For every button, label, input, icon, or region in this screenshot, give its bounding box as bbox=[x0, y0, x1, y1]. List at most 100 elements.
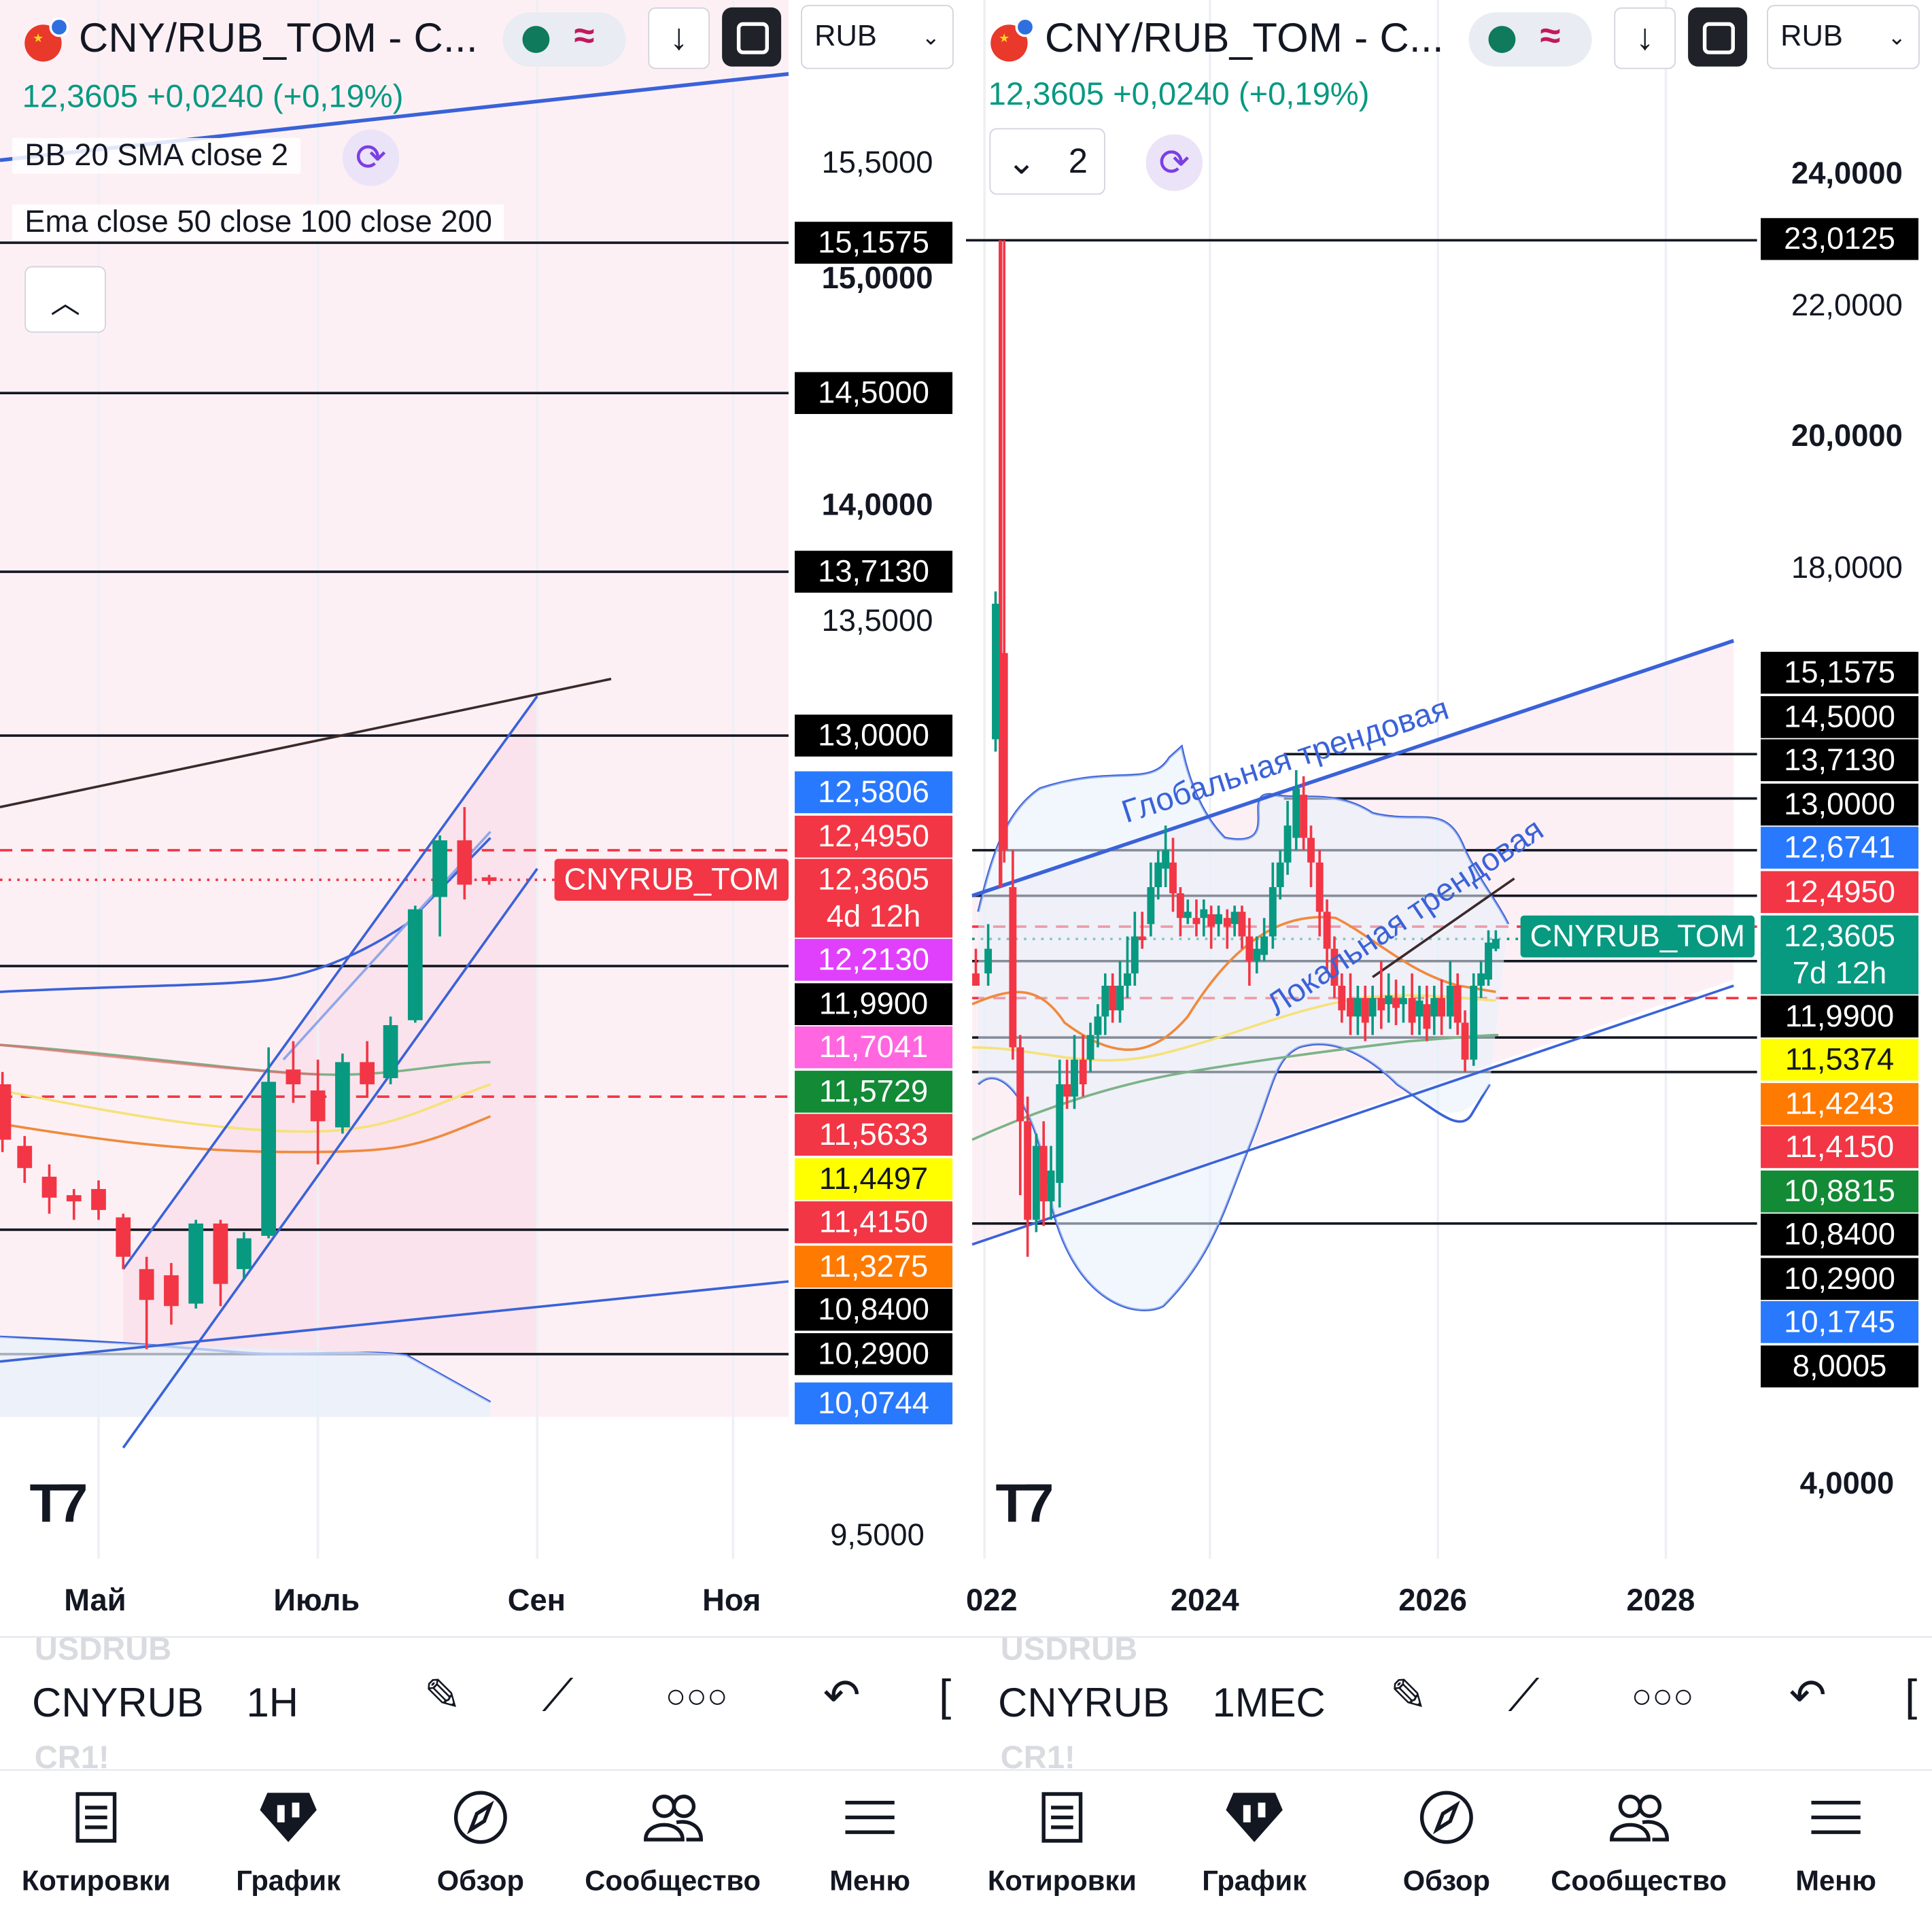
tradingview-logo-icon: T7 bbox=[995, 1473, 1054, 1534]
nav-community[interactable]: Сообщество bbox=[576, 1771, 769, 1898]
symbol-picker[interactable]: CNYRUB bbox=[998, 1679, 1170, 1725]
price-label: 10,1745 bbox=[1761, 1301, 1919, 1343]
prev-symbol-ghost: USDRUB bbox=[1000, 1629, 1138, 1668]
nav-overview[interactable]: Обзор bbox=[385, 1771, 577, 1898]
chevron-up-icon: ︿ bbox=[50, 286, 80, 320]
nav-community[interactable]: Сообщество bbox=[1542, 1771, 1735, 1898]
candle-body bbox=[1184, 912, 1192, 918]
series-tag: CNYRUB_TOM bbox=[554, 859, 789, 901]
market-open-icon bbox=[522, 26, 550, 53]
nav-overview[interactable]: Обзор bbox=[1351, 1771, 1543, 1898]
candle-body bbox=[1283, 825, 1292, 863]
time-axis-tick: 2026 bbox=[1398, 1583, 1468, 1618]
candle-body bbox=[66, 1195, 82, 1202]
timeframe-picker[interactable]: 1H bbox=[246, 1679, 298, 1725]
price-axis-tick: 24,0000 bbox=[1791, 156, 1903, 191]
chart-toolbar: USDRUB CNYRUB CR1! 1МЕС ✎ ⟋ ○○○ ↶ [ bbox=[966, 1630, 1932, 1776]
chevron-down-icon: ⌄ bbox=[1887, 24, 1906, 49]
candle-body bbox=[1138, 936, 1146, 940]
download-arrow-icon[interactable]: ↓ bbox=[1614, 7, 1676, 69]
price-label: 11,5633 bbox=[795, 1114, 953, 1156]
tradingview-logo-icon: T7 bbox=[29, 1473, 88, 1534]
status-pill[interactable]: ≈ bbox=[502, 12, 626, 67]
candle-body bbox=[1024, 1121, 1032, 1220]
refresh-icon[interactable]: ⟳ bbox=[1145, 134, 1203, 191]
price-label: 10,2900 bbox=[795, 1333, 953, 1375]
fullscreen-button[interactable] bbox=[1688, 7, 1748, 67]
series-tag: CNYRUB_TOM bbox=[1520, 915, 1755, 958]
nav-menu[interactable]: Меню bbox=[1740, 1771, 1932, 1898]
price-label: 13,7130 bbox=[1761, 739, 1919, 782]
candle-body bbox=[1147, 887, 1155, 925]
nav-quotes[interactable]: Котировки bbox=[0, 1771, 192, 1898]
symbol-title[interactable]: CNY/RUB_TOM - C... bbox=[1045, 14, 1444, 61]
layout-icon[interactable]: [ bbox=[1905, 1669, 1918, 1721]
candle-body bbox=[1000, 653, 1008, 850]
price-axis-tick: 15,0000 bbox=[821, 261, 933, 296]
candle-body bbox=[0, 1084, 12, 1140]
candle-body bbox=[1039, 1145, 1048, 1202]
delayed-data-icon: ≈ bbox=[574, 16, 595, 57]
chart-panel-hourly: CNY/RUB_TOM - C... ≈ ↓ RUB ⌄ 12,3605 +0,… bbox=[0, 0, 966, 1932]
drawings-icon[interactable]: ⟋ bbox=[542, 1669, 574, 1721]
nav-chart[interactable]: График bbox=[1158, 1771, 1351, 1898]
candle-body bbox=[91, 1189, 106, 1210]
candle-body bbox=[1238, 912, 1246, 937]
more-icon[interactable]: ○○○ bbox=[665, 1676, 728, 1715]
quotes-icon bbox=[0, 1771, 192, 1865]
chart-plot-area[interactable]: Глобальная трендовая Локальная трендовая bbox=[966, 0, 1932, 1589]
price-axis-tick: 15,5000 bbox=[821, 145, 933, 180]
undo-icon[interactable]: ↶ bbox=[823, 1669, 861, 1721]
candle-body bbox=[1047, 1170, 1055, 1202]
price-label: 11,5729 bbox=[795, 1071, 953, 1113]
candle-body bbox=[984, 948, 993, 973]
symbol-picker[interactable]: CNYRUB bbox=[32, 1679, 204, 1725]
currency-select[interactable]: RUB ⌄ bbox=[801, 5, 954, 69]
timeframe-picker[interactable]: 1МЕС bbox=[1212, 1679, 1326, 1725]
candle-body bbox=[1253, 948, 1261, 961]
candle-body bbox=[1169, 862, 1177, 894]
download-arrow-icon[interactable]: ↓ bbox=[648, 7, 710, 69]
candle-body bbox=[972, 973, 980, 986]
price-label: 8,0005 bbox=[1761, 1345, 1919, 1387]
candle-body bbox=[1423, 1004, 1431, 1029]
price-change-pct: (+0,19%) bbox=[272, 77, 404, 115]
fullscreen-button[interactable] bbox=[722, 7, 782, 67]
price-label: 11,4150 bbox=[1761, 1126, 1919, 1169]
price-label: 12,4950 bbox=[795, 815, 953, 858]
currency-select[interactable]: RUB ⌄ bbox=[1767, 5, 1920, 69]
nav-quotes[interactable]: Котировки bbox=[966, 1771, 1158, 1898]
price-label: 12,6741 bbox=[1761, 827, 1919, 869]
bb-indicator-legend[interactable]: BB 20 SMA close 2 bbox=[12, 138, 301, 174]
candle-body bbox=[1307, 838, 1315, 863]
expand-legend-button[interactable]: ⌄ 2 bbox=[989, 128, 1105, 195]
pen-icon[interactable]: ✎ bbox=[1390, 1669, 1428, 1721]
price-change: +0,0240 bbox=[147, 77, 264, 115]
undo-icon[interactable]: ↶ bbox=[1789, 1669, 1827, 1721]
more-icon[interactable]: ○○○ bbox=[1631, 1676, 1694, 1715]
nav-chart[interactable]: График bbox=[192, 1771, 385, 1898]
refresh-icon[interactable]: ⟳ bbox=[342, 129, 400, 186]
price-label: 15,1575 bbox=[1761, 651, 1919, 694]
ema-indicator-legend[interactable]: Ema close 50 close 100 close 200 bbox=[12, 204, 505, 241]
candle-body bbox=[383, 1025, 398, 1078]
candle-body bbox=[1230, 912, 1239, 925]
chart-panel-monthly: Глобальная трендовая Локальная трендовая… bbox=[966, 0, 1932, 1932]
nav-label: График bbox=[1202, 1864, 1307, 1897]
price-label: 12,3605 bbox=[1761, 915, 1919, 958]
collapse-legend-button[interactable]: ︿ bbox=[24, 266, 106, 333]
price-label: 14,5000 bbox=[1761, 696, 1919, 738]
symbol-title[interactable]: CNY/RUB_TOM - C... bbox=[79, 14, 478, 61]
status-pill[interactable]: ≈ bbox=[1468, 12, 1592, 67]
menu-icon bbox=[1740, 1771, 1932, 1865]
price-label: 12,5806 bbox=[795, 771, 953, 814]
price-label: 23,0125 bbox=[1761, 218, 1919, 260]
pen-icon[interactable]: ✎ bbox=[424, 1669, 462, 1721]
price-label: 15,1575 bbox=[795, 222, 953, 264]
candle-body bbox=[1124, 973, 1131, 986]
candle-body bbox=[992, 604, 999, 740]
nav-menu[interactable]: Меню bbox=[774, 1771, 966, 1898]
layout-icon[interactable]: [ bbox=[939, 1669, 952, 1721]
candle-body bbox=[1063, 1084, 1071, 1097]
drawings-icon[interactable]: ⟋ bbox=[1508, 1669, 1540, 1721]
